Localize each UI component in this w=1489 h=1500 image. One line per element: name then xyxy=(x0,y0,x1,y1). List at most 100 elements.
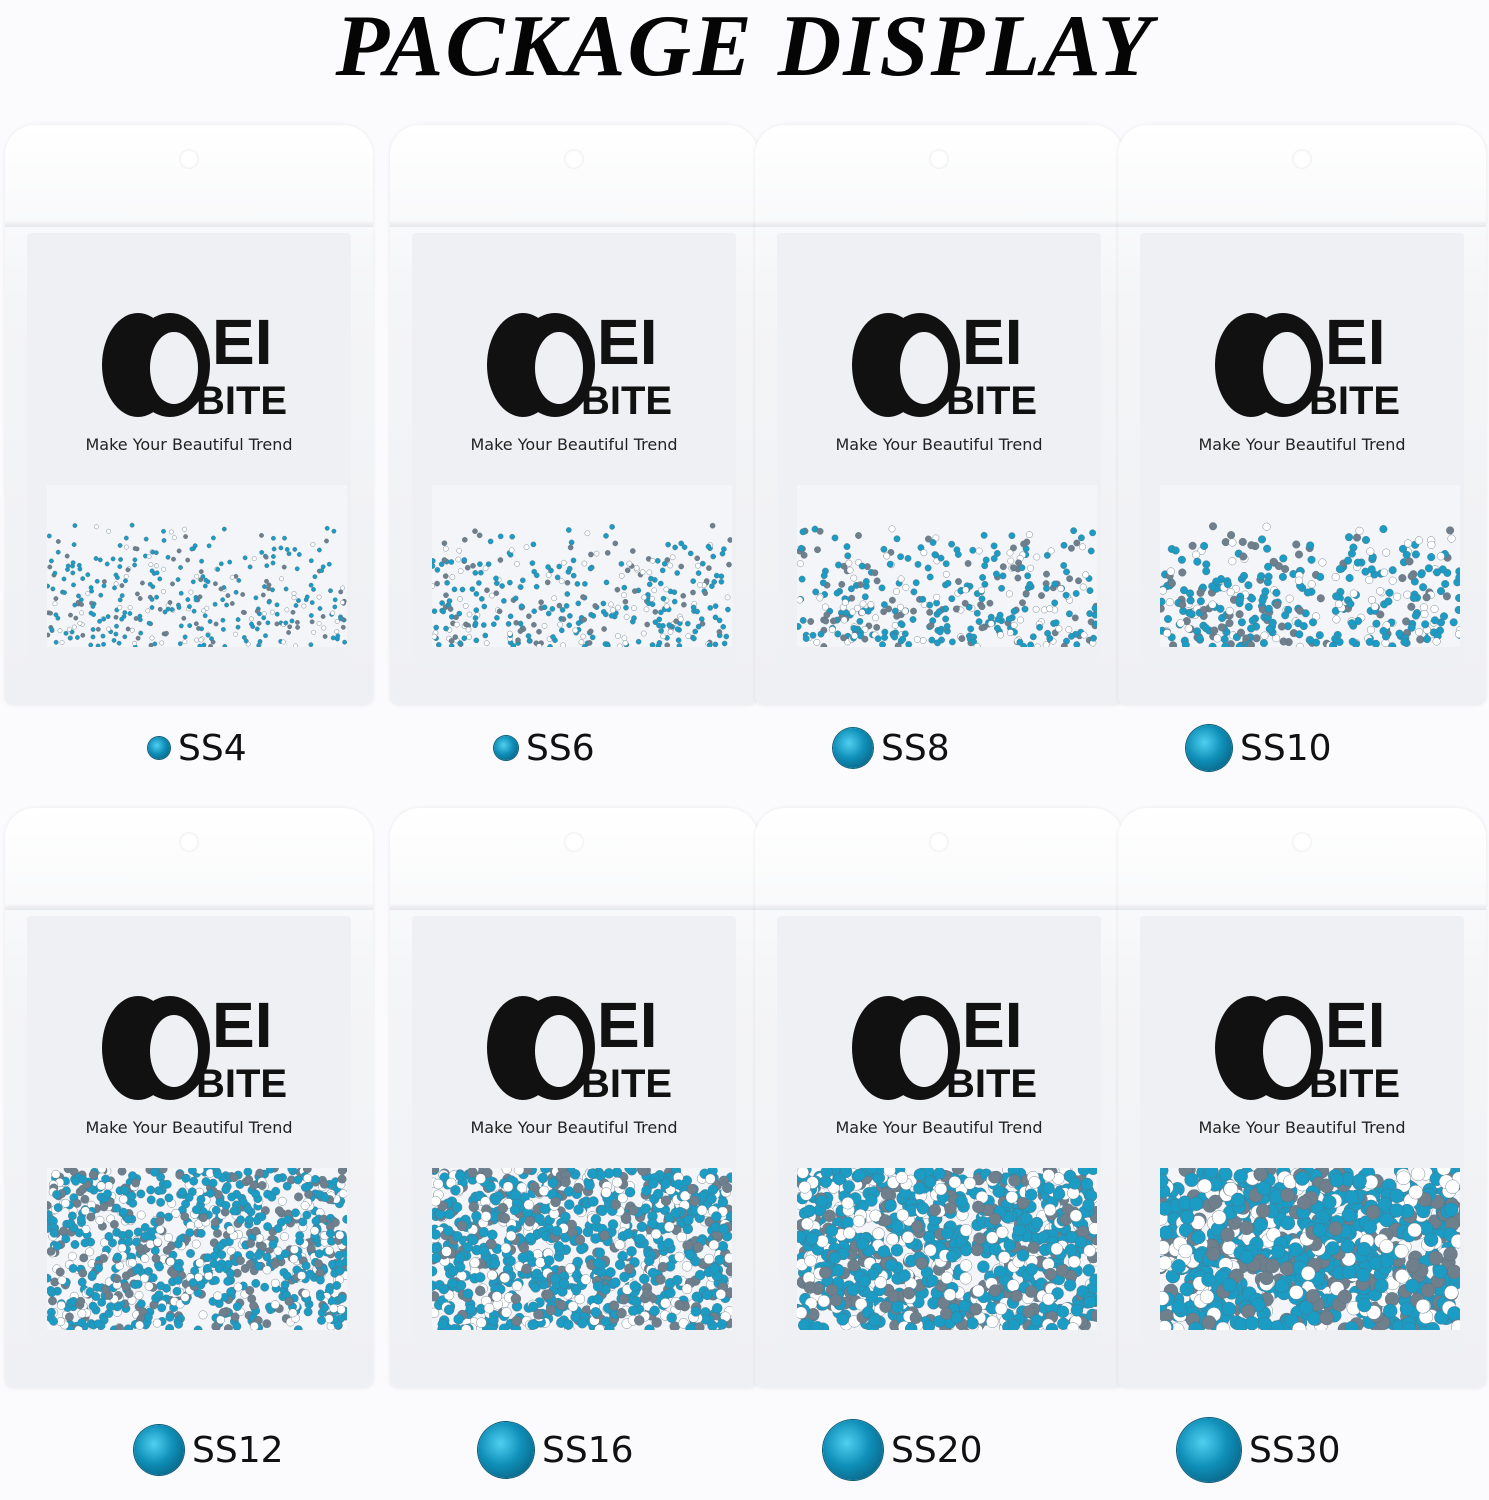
rhinestone xyxy=(294,1192,303,1202)
rhinestone xyxy=(558,578,565,584)
rhinestone xyxy=(919,637,927,644)
rhinestone xyxy=(317,606,323,611)
rhinestone xyxy=(649,1305,660,1317)
rhinestone xyxy=(829,1294,843,1307)
rhinestone xyxy=(1200,542,1209,551)
rhinestone xyxy=(1277,622,1286,631)
rhinestone xyxy=(101,641,106,647)
rhinestone xyxy=(1223,1182,1238,1197)
rhinestone xyxy=(926,573,934,581)
rhinestone xyxy=(199,626,205,632)
rhinestone xyxy=(63,630,69,636)
rhinestone xyxy=(856,1237,869,1251)
rhinestone xyxy=(624,1263,635,1274)
rhinestone xyxy=(910,588,918,596)
rhinestone xyxy=(243,1204,253,1214)
rhinestone xyxy=(723,633,730,640)
rhinestone xyxy=(619,1271,630,1283)
rhinestone xyxy=(926,601,934,609)
rhinestone xyxy=(1257,535,1266,544)
rhinestone xyxy=(1294,550,1303,559)
rhinestone xyxy=(466,611,473,618)
rhinestone xyxy=(85,591,91,597)
rhinestone xyxy=(673,618,679,624)
rhinestone xyxy=(263,1222,273,1231)
rhinestone xyxy=(1409,593,1418,602)
hang-hole xyxy=(564,149,584,169)
rhinestone xyxy=(473,591,480,597)
rhinestone xyxy=(432,1252,442,1263)
rhinestone xyxy=(650,1228,662,1240)
rhinestone xyxy=(525,633,532,639)
rhinestone xyxy=(172,535,177,541)
rhinestone xyxy=(660,1195,672,1206)
rhinestone xyxy=(199,558,205,564)
rhinestone xyxy=(856,617,864,625)
rhinestone xyxy=(973,609,981,617)
rhinestone xyxy=(975,618,983,626)
rhinestone xyxy=(146,1185,156,1195)
rhinestone xyxy=(236,578,242,583)
rhinestone xyxy=(624,567,631,574)
rhinestone xyxy=(335,1230,345,1240)
rhinestone xyxy=(53,639,59,645)
rhinestone xyxy=(278,576,284,582)
rhinestone xyxy=(91,612,96,618)
rhinestone xyxy=(621,584,628,591)
rhinestone xyxy=(1075,577,1082,585)
rhinestone xyxy=(902,1286,916,1300)
rhinestone xyxy=(104,561,110,567)
rhinestone xyxy=(513,1168,525,1176)
rhinestone xyxy=(113,572,119,578)
rhinestone xyxy=(550,1273,561,1284)
rhinestone xyxy=(712,614,719,621)
rhinestone xyxy=(80,632,86,638)
rhinestone xyxy=(580,594,586,600)
rhinestone xyxy=(1411,550,1420,559)
rhinestone xyxy=(1029,633,1037,641)
rhinestone xyxy=(547,644,553,647)
rhinestone xyxy=(840,616,848,624)
rhinestone xyxy=(466,634,473,640)
size-label: SS8 xyxy=(833,728,950,769)
rhinestone xyxy=(245,1286,255,1295)
rhinestone xyxy=(1414,536,1423,545)
brand-logo: EI BITE xyxy=(852,310,1037,420)
rhinestone xyxy=(798,1319,811,1330)
rhinestone xyxy=(236,1215,246,1225)
rhinestone xyxy=(1052,1187,1066,1201)
rhinestone xyxy=(813,638,821,646)
rhinestone xyxy=(990,542,998,550)
rhinestone xyxy=(1082,1264,1096,1277)
rhinestone xyxy=(194,637,200,643)
rhinestone xyxy=(959,1243,973,1257)
rhinestone xyxy=(140,1223,150,1232)
rhinestone xyxy=(283,1215,292,1224)
rhinestone-icon xyxy=(1186,725,1232,771)
rhinestone xyxy=(676,643,683,647)
rhinestone xyxy=(590,1214,602,1225)
rhinestone xyxy=(666,622,673,628)
rhinestone xyxy=(578,639,585,645)
rhinestone xyxy=(1213,634,1222,643)
rhinestone xyxy=(597,1205,608,1216)
rhinestone xyxy=(716,629,723,635)
rhinestone xyxy=(1455,594,1460,602)
brand-tagline: Make Your Beautiful Trend xyxy=(85,1118,293,1137)
rhinestone xyxy=(969,1302,983,1316)
rhinestone xyxy=(461,1324,472,1330)
rhinestone xyxy=(672,544,678,551)
rhinestone xyxy=(564,591,571,597)
rhinestone xyxy=(840,634,847,642)
rhinestone xyxy=(137,617,143,623)
rhinestone-window xyxy=(797,485,1097,647)
size-text: SS20 xyxy=(891,1429,983,1471)
rhinestone xyxy=(674,626,681,632)
rhinestone xyxy=(196,1229,206,1238)
package-bag: EI BITE Make Your Beautiful Trend xyxy=(755,808,1123,1388)
rhinestone xyxy=(819,1266,832,1279)
rhinestone xyxy=(706,1193,717,1204)
rhinestone xyxy=(257,1181,267,1190)
rhinestone xyxy=(841,599,849,606)
rhinestone xyxy=(803,1204,816,1218)
